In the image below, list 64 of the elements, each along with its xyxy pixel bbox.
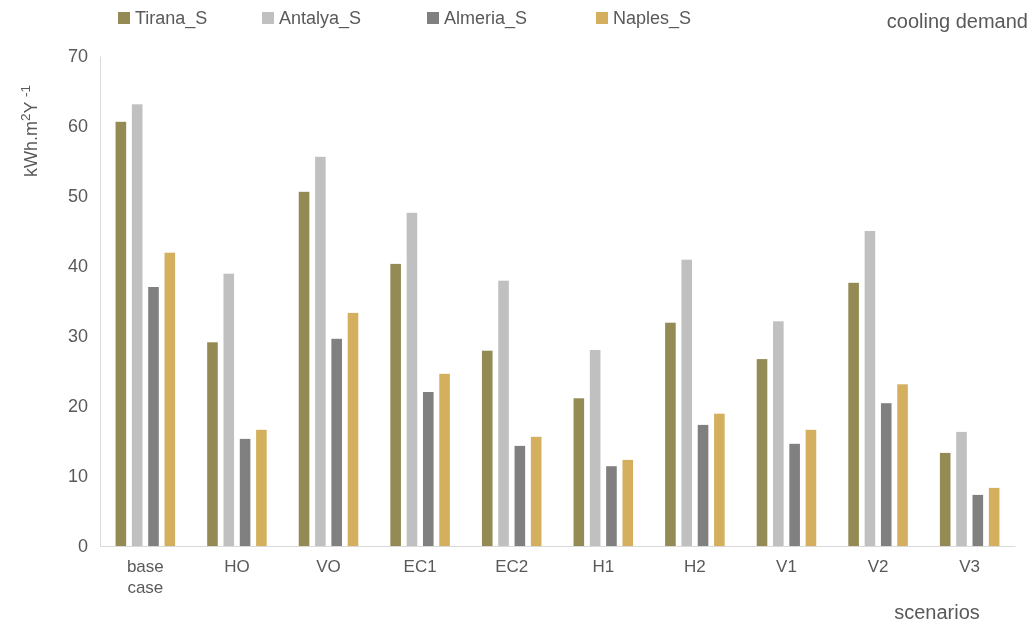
bar: [530, 436, 542, 546]
bar: [773, 321, 784, 546]
y-tick-label: 30: [67, 326, 88, 347]
bar: [848, 282, 859, 546]
bar: [390, 263, 401, 546]
bar: [481, 350, 493, 546]
y-tick-label: 40: [67, 256, 88, 277]
bar: [498, 280, 509, 546]
bar: [148, 287, 159, 546]
x-tick-label: base case: [126, 557, 164, 598]
bar: [972, 494, 984, 546]
bar: [131, 104, 143, 546]
bar: [956, 431, 967, 546]
x-tick-label: H1: [592, 557, 615, 577]
x-axis-title: scenarios: [894, 601, 980, 623]
bar: [439, 373, 450, 546]
bar: [939, 452, 951, 546]
bar: [115, 121, 127, 546]
y-tick-label: 50: [67, 186, 88, 207]
y-tick-label: 70: [67, 46, 88, 67]
bar: [422, 392, 434, 546]
legend-label: Almeria_S: [444, 8, 528, 29]
bar: [514, 445, 526, 546]
bar: [789, 443, 800, 546]
bar: [331, 338, 342, 546]
x-tick-label: H2: [684, 557, 706, 577]
x-tick-label: V3: [959, 557, 981, 577]
bar: [714, 413, 725, 546]
x-tick-label: V2: [867, 557, 889, 577]
bar: [665, 322, 676, 546]
bar: [406, 212, 418, 546]
bar: [880, 403, 892, 546]
bar: [573, 398, 585, 546]
x-tick-label: EC1: [403, 557, 437, 577]
bar: [315, 156, 326, 546]
bar: [805, 429, 817, 546]
bar: [256, 429, 267, 546]
bar: [988, 487, 1000, 546]
bar: [756, 359, 768, 546]
bar: [589, 350, 601, 546]
bar: [207, 342, 218, 546]
bar: [239, 438, 251, 546]
bar: [622, 459, 634, 546]
legend-label: Tirana_S: [135, 8, 208, 29]
x-tick-label: HO: [224, 557, 250, 577]
text: cooling demand: [886, 10, 1028, 32]
y-tick-label: 0: [77, 536, 88, 557]
legend-label: Antalya_S: [279, 8, 362, 29]
y-tick-label: 60: [67, 116, 88, 137]
x-tick-label: VO: [316, 557, 341, 577]
y-tick-label: 10: [67, 466, 88, 487]
bar: [164, 252, 176, 546]
bar: [298, 191, 310, 546]
bar: [347, 312, 359, 546]
bar: [897, 384, 908, 546]
bar: [864, 231, 876, 546]
y-tick-label: 20: [67, 396, 88, 417]
x-tick-label: EC2: [495, 557, 529, 577]
bar: [681, 259, 693, 546]
bar: [606, 466, 617, 546]
bar: [697, 424, 709, 546]
x-tick-label: V1: [776, 557, 797, 577]
legend-label: Naples_S: [613, 8, 692, 29]
bar: [223, 273, 235, 546]
